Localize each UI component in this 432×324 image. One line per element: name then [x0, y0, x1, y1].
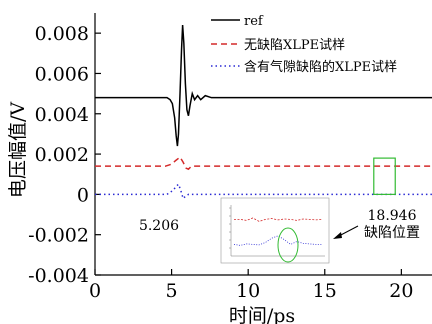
inset-plot — [220, 197, 330, 264]
x-tick-label: 20 — [389, 280, 413, 302]
series-line-ref — [95, 25, 432, 147]
inset-frame — [220, 197, 330, 264]
y-axis-title: 电压幅值/V — [7, 102, 29, 198]
y-tick-label: 0.006 — [35, 63, 89, 85]
annotation-reflection-time: 5.206 — [139, 218, 179, 234]
x-ticks: 0 5 10 15 20 — [89, 269, 413, 302]
x-tick-label: 15 — [313, 280, 337, 302]
series-line-void — [95, 183, 432, 200]
series-group — [95, 25, 432, 200]
x-tick-label: 5 — [166, 280, 178, 302]
inset-highlight-ellipse — [277, 227, 299, 263]
inset-trace-intact — [234, 217, 323, 222]
axes-frame — [94, 13, 432, 276]
annotation-defect-position: 缺陷位置 — [364, 225, 420, 241]
x-tick-label: 0 — [89, 280, 101, 302]
legend-label-void: 含有气隙缺陷的XLPE试样 — [244, 59, 397, 75]
defect-highlight-box — [373, 157, 396, 195]
y-tick-label: 0.004 — [35, 104, 89, 126]
inset-y-ticks — [229, 205, 325, 257]
annotation-arrow — [333, 225, 359, 239]
x-axis-title: 时间/ps — [229, 305, 295, 324]
legend-label-ref: ref — [244, 14, 264, 29]
y-tick-label: -0.002 — [28, 225, 89, 247]
y-ticks: -0.004 -0.002 0 0.002 0.004 0.006 0.008 — [28, 23, 101, 287]
x-tick-label: 10 — [236, 280, 260, 302]
y-tick-label: -0.004 — [28, 265, 89, 287]
y-tick-label: 0 — [77, 184, 89, 206]
y-tick-label: 0.008 — [35, 23, 89, 45]
legend: ref 无缺陷XLPE试样 含有气隙缺陷的XLPE试样 — [211, 14, 397, 75]
y-tick-label: 0.002 — [35, 144, 89, 166]
legend-label-intact: 无缺陷XLPE试样 — [244, 38, 345, 53]
annotation-defect-time: 18.946 — [368, 208, 417, 224]
series-line-intact — [95, 155, 432, 171]
